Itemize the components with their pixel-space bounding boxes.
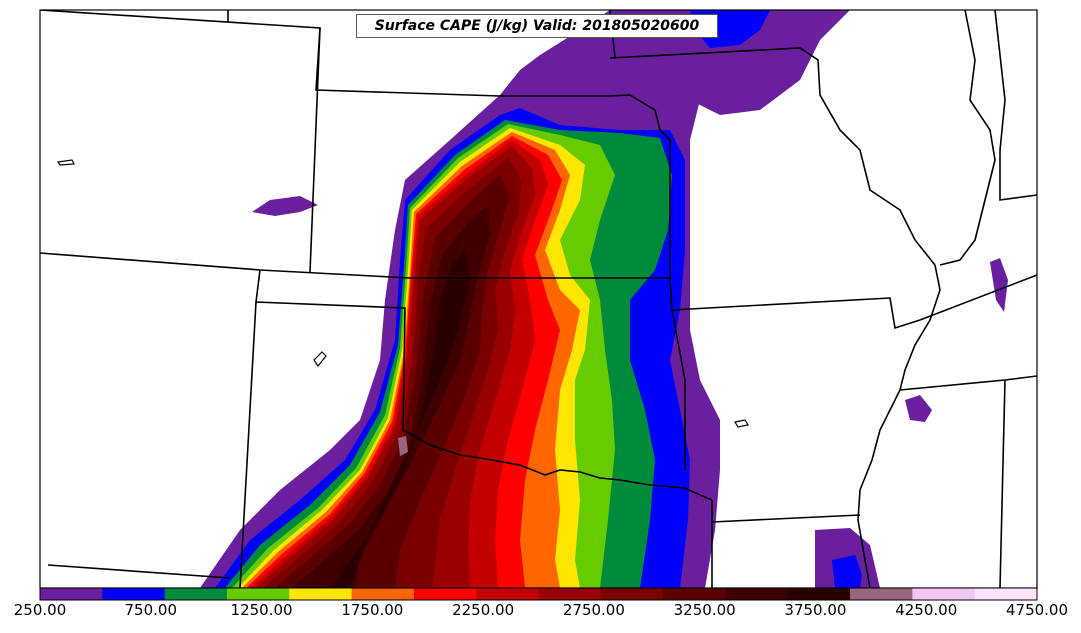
colorbar-tick-label: 4750.00	[1005, 601, 1069, 619]
boundary-kansas-east	[654, 109, 686, 470]
lake-wyoming	[56, 159, 75, 166]
state-boundaries	[40, 10, 1037, 588]
cape-field	[200, 10, 1008, 588]
colorbar-tick-label: 1250.00	[230, 601, 293, 619]
cape-band-250-ms	[905, 395, 932, 422]
boundary-arkansas	[671, 297, 921, 330]
colorbar-tick-label: 250.00	[13, 601, 67, 619]
colorbar-segment	[40, 588, 103, 600]
colorbar-tick-label: 1750.00	[341, 601, 404, 619]
colorbar-segment	[912, 588, 976, 600]
colorbar-segment	[289, 588, 353, 600]
colorbar-tick-label: 3250.00	[673, 601, 736, 619]
colorbar-segment	[538, 588, 602, 600]
boundary-indiana	[994, 10, 1037, 201]
colorbar	[40, 588, 1038, 600]
colorbar-tick-label: 4250.00	[895, 601, 958, 619]
colorbar-tick-label: 2750.00	[562, 601, 625, 619]
boundary-arkansas-south	[711, 514, 861, 523]
lake-texas	[313, 351, 327, 368]
colorbar-segment	[164, 588, 228, 600]
boundary-texas-panhandle-west	[47, 564, 231, 579]
boundary-mississippi-river	[857, 264, 941, 588]
colorbar-segment	[974, 588, 1038, 600]
boundary-az-nm	[239, 301, 257, 588]
cape-band-250-kansas-patch	[252, 196, 318, 216]
colorbar-segment	[663, 588, 726, 600]
colorbar-segment	[725, 588, 789, 600]
colorbar-segment	[351, 588, 415, 600]
boundary-nebraska	[227, 10, 656, 111]
colorbar-tick-label: 3750.00	[784, 601, 847, 619]
colorbar-tick-label: 2250.00	[452, 601, 515, 619]
colorbar-segment	[787, 588, 851, 600]
colorbar-segment	[102, 588, 166, 600]
colorbar-segment	[413, 588, 477, 600]
cape-band-750-se	[832, 555, 862, 588]
cape-band-4750	[330, 250, 470, 588]
boundary-ms-al	[899, 375, 1037, 588]
boundary-oklahoma-red-river	[402, 429, 713, 501]
boundary-colorado	[40, 252, 670, 279]
colorbar-segment	[226, 588, 290, 600]
boundary-missouri-north	[609, 47, 936, 266]
colorbar-tick-label: 750.00	[124, 601, 178, 619]
map-title: Surface CAPE (J/kg) Valid: 201805020600	[356, 14, 718, 38]
lakes	[56, 159, 749, 428]
cape-band-250-il	[990, 258, 1008, 312]
cape-patch-pink	[398, 436, 408, 456]
colorbar-segment	[600, 588, 664, 600]
boundary-illinois	[939, 10, 996, 266]
lake-oklahoma	[734, 419, 749, 428]
colorbar-frame	[39, 587, 1038, 601]
colorbar-segment	[476, 588, 539, 600]
cape-band-250-ne	[690, 10, 850, 115]
boundary-tennessee	[919, 274, 1037, 321]
boundary-new-mexico	[255, 269, 406, 431]
colorbar-segment	[850, 588, 913, 600]
